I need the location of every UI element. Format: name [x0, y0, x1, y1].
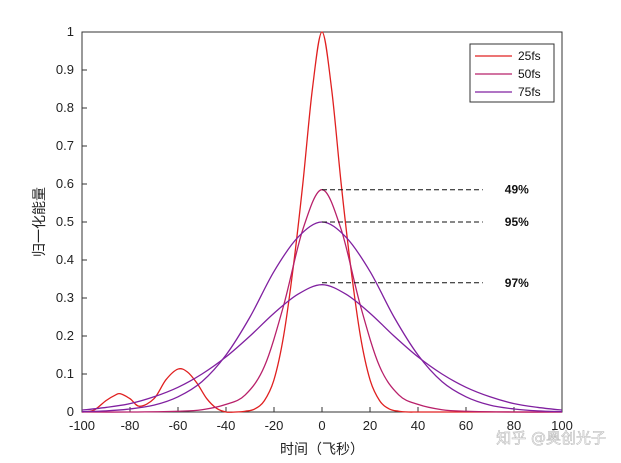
annotation-label: 95% [505, 215, 529, 229]
legend-label-75fs: 75fs [518, 85, 541, 99]
x-tick-label: -60 [169, 418, 188, 433]
legend-label-25fs: 25fs [518, 49, 541, 63]
y-tick-label: 0.8 [56, 100, 74, 115]
y-tick-label: 0.6 [56, 176, 74, 191]
series-line-series-3 [81, 284, 563, 411]
y-tick-label: 0 [67, 404, 74, 419]
y-tick-label: 0.9 [56, 62, 74, 77]
y-tick-label: 0.5 [56, 214, 74, 229]
y-tick-label: 1 [67, 24, 74, 39]
x-tick-label: 0 [318, 418, 325, 433]
x-tick-label: 20 [363, 418, 377, 433]
watermark: 知乎 @奥创光子 [496, 429, 606, 447]
x-tick-label: 60 [459, 418, 473, 433]
legend-box [469, 43, 555, 103]
x-tick-label: -80 [121, 418, 140, 433]
x-tick-label: -20 [265, 418, 284, 433]
y-tick-label: 0.1 [56, 366, 74, 381]
legend: 25fs 50fs 75fs [469, 43, 555, 103]
annotation-label: 49% [505, 183, 529, 197]
y-tick-label: 0.4 [56, 252, 74, 267]
series-line-25fs [81, 31, 562, 413]
x-tick-label: 80 [507, 418, 521, 433]
y-tick-label: 0.3 [56, 290, 74, 305]
x-axis-label: 时间（飞秒） [280, 442, 364, 458]
y-axis-label: 归一化能量 [31, 187, 48, 257]
x-tick-label: 100 [551, 418, 573, 433]
y-tick-label: 0.2 [56, 328, 74, 343]
y-tick-label: 0.7 [56, 138, 74, 153]
x-tick-label: -100 [69, 418, 95, 433]
x-tick-label: 40 [411, 418, 425, 433]
x-tick-label: -40 [217, 418, 236, 433]
legend-label-50fs: 50fs [518, 67, 541, 81]
annotation-label: 97% [505, 276, 529, 290]
